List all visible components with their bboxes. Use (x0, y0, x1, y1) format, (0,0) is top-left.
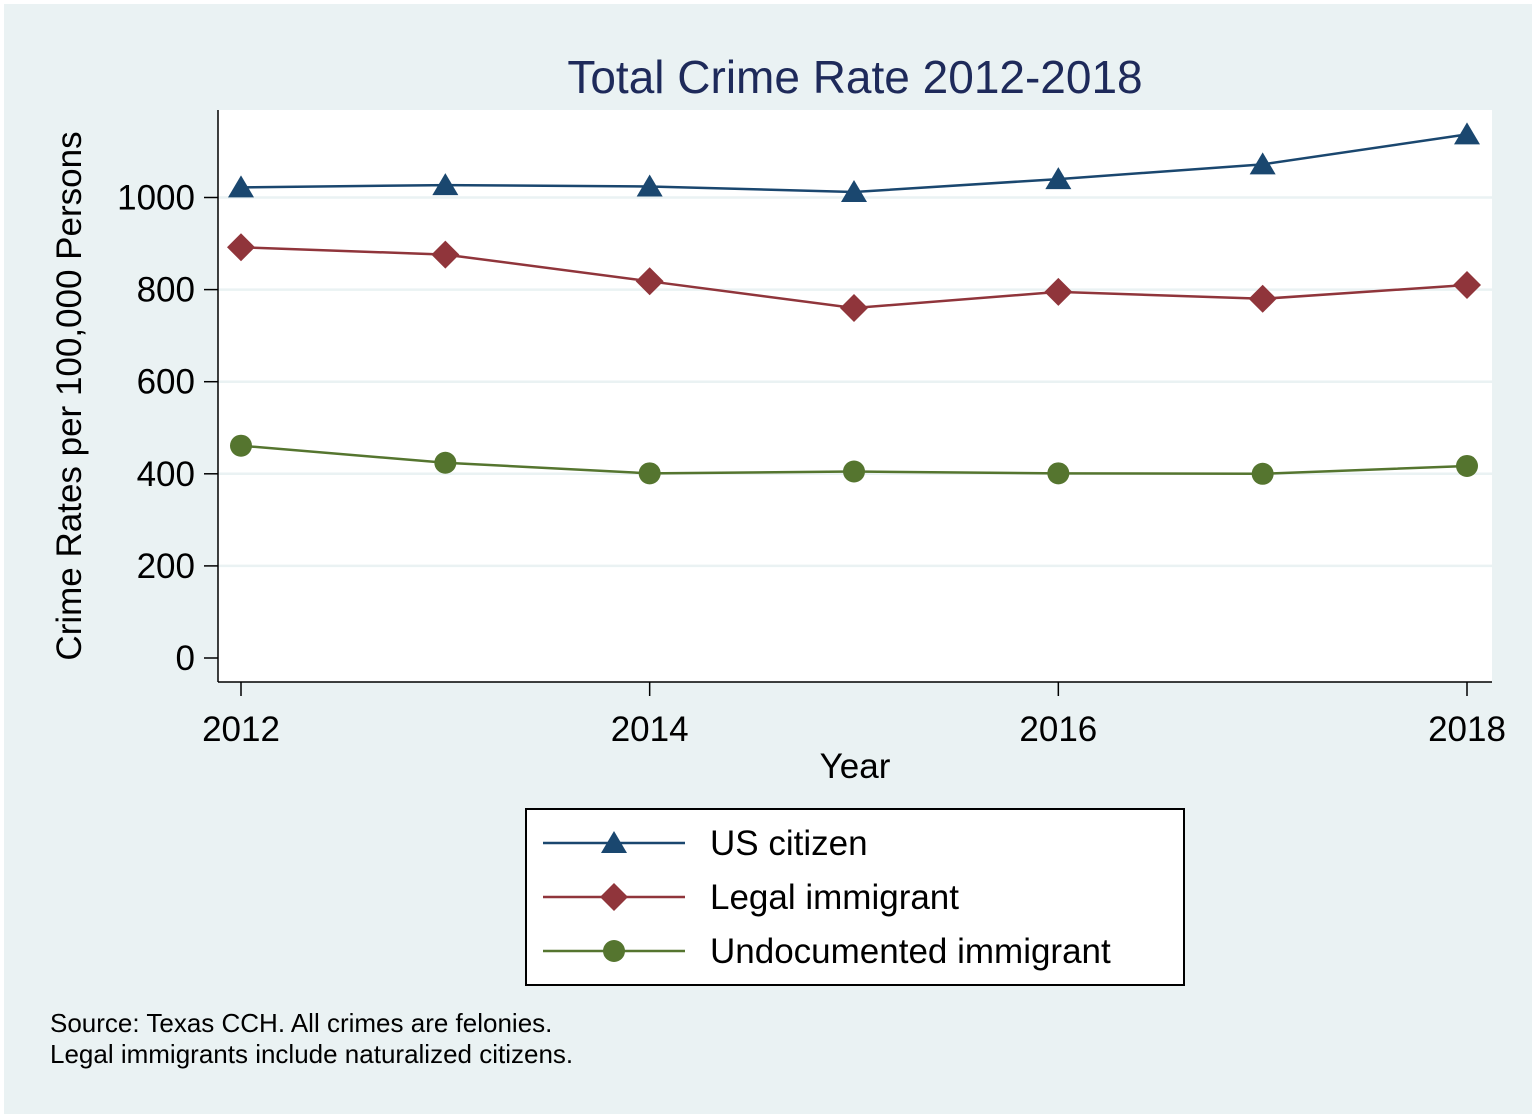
legend-legal-immigrant-marker (600, 883, 628, 911)
legend-us-citizen-label: US citizen (710, 824, 868, 863)
y-tick-label: 600 (137, 363, 195, 402)
y-axis-label: Crime Rates per 100,000 Persons (50, 131, 89, 660)
us-citizen-point (841, 179, 867, 202)
legal-immigrant-point (227, 233, 255, 262)
x-tick-label: 2016 (1019, 710, 1097, 749)
us-citizen-point (1249, 152, 1276, 175)
us-citizen-point (228, 175, 254, 198)
y-tick-label: 400 (137, 455, 195, 494)
undocumented-immigrant-point (230, 434, 252, 457)
y-tick-label: 1000 (117, 179, 195, 218)
x-tick-label: 2012 (202, 710, 280, 749)
legal-immigrants-note: Legal immigrants include naturalized cit… (50, 1039, 573, 1069)
us-citizen-point (636, 174, 663, 197)
us-citizen-point (1045, 167, 1072, 190)
x-axis-ticks: 2012 2014 2016 2018 (202, 682, 1506, 749)
plot-area (218, 110, 1492, 682)
x-tick-label: 2014 (611, 710, 689, 749)
legend-undocumented-immigrant-label: Undocumented immigrant (710, 932, 1111, 971)
us-citizen-point (1454, 122, 1480, 145)
undocumented-immigrant-point (1456, 454, 1478, 477)
y-tick-label: 0 (176, 639, 195, 678)
legend-us-citizen-marker (601, 831, 627, 853)
y-tick-label: 200 (137, 547, 195, 586)
y-tick-label: 800 (137, 271, 195, 310)
legal-immigrant-point (1044, 277, 1073, 306)
undocumented-immigrant-point (1047, 462, 1070, 485)
legal-immigrant-point (431, 240, 460, 269)
us-citizen-point (432, 173, 459, 196)
legal-immigrant-point (635, 267, 664, 296)
legal-immigrant-point (1248, 284, 1277, 313)
undocumented-immigrant-point (434, 451, 457, 474)
source-note: Source: Texas CCH. All crimes are feloni… (50, 1008, 552, 1038)
series-group (227, 122, 1481, 485)
legal-immigrant-point (1453, 270, 1481, 299)
undocumented-immigrant-point (1251, 462, 1274, 485)
undocumented-immigrant-point (638, 462, 661, 485)
legend-legal-immigrant-label: Legal immigrant (710, 878, 959, 917)
legend-undocumented-immigrant-marker (603, 940, 625, 962)
x-tick-label: 2018 (1428, 710, 1506, 749)
legal-immigrant-point (840, 294, 868, 323)
y-axis-ticks: 0 200 400 600 800 1000 (117, 179, 218, 678)
chart-title: Total Crime Rate 2012-2018 (567, 51, 1142, 103)
x-axis-label: Year (820, 747, 891, 786)
undocumented-immigrant-point (843, 460, 865, 483)
legend: US citizen Legal immigrant Undocumented im… (525, 808, 1185, 986)
